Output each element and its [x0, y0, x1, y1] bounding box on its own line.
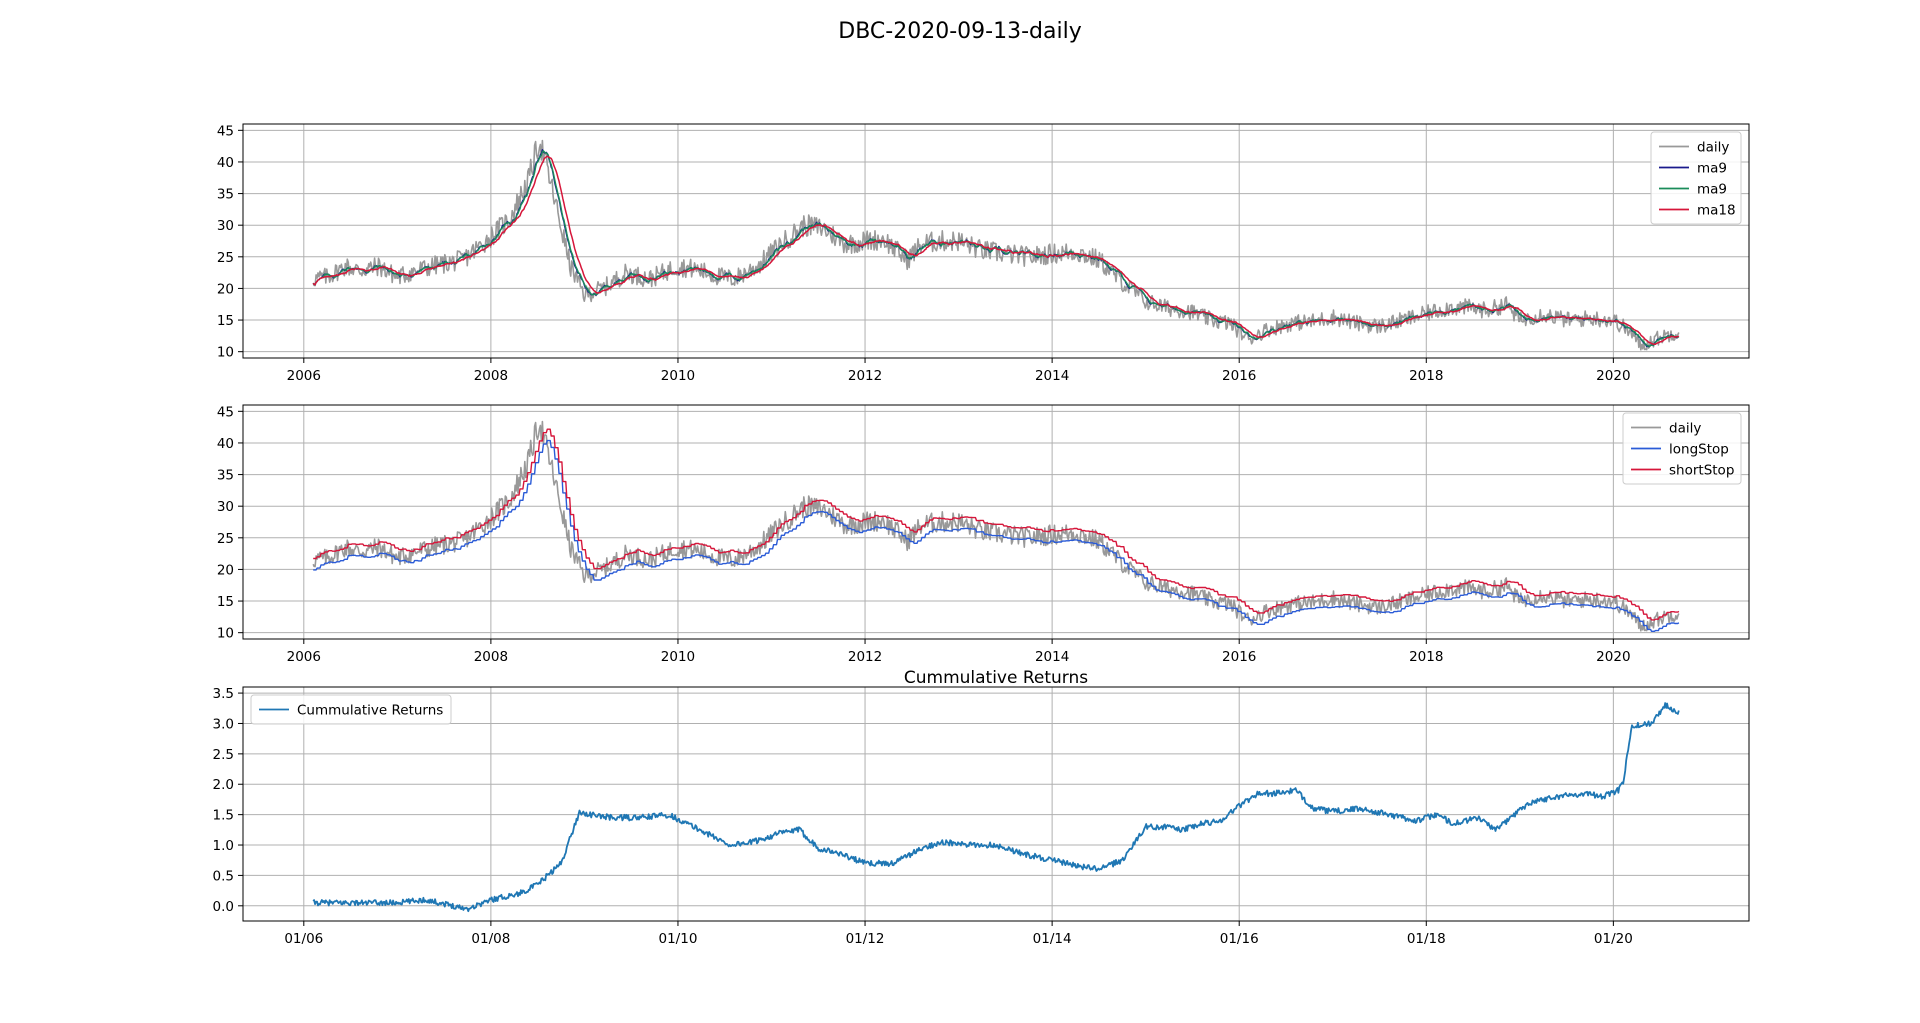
- y-tick-label: 45: [217, 404, 234, 420]
- legend: Cummulative Returns: [250, 694, 452, 725]
- y-tick-label: 45: [217, 123, 234, 139]
- legend-box: [1622, 412, 1742, 485]
- x-tick-label: 01/14: [1033, 931, 1072, 947]
- y-tick-label: 40: [217, 436, 234, 452]
- axes-frame: [242, 123, 1750, 359]
- x-tick-label: 2008: [474, 368, 508, 384]
- legend-entry-label: ma18: [1697, 203, 1736, 219]
- y-tick-label: 2.0: [213, 777, 234, 793]
- y-tick-label: 2.5: [213, 747, 234, 763]
- subplot-title: Cummulative Returns: [904, 668, 1088, 688]
- y-tick-label: 0.5: [213, 868, 234, 884]
- x-tick-label: 2010: [661, 649, 695, 665]
- legend-entry-label: daily: [1669, 421, 1701, 437]
- series-line-daily: [312, 139, 1680, 351]
- plot-area: [312, 702, 1680, 913]
- y-tick-label: 25: [217, 531, 234, 547]
- x-tick-label: 2006: [287, 368, 321, 384]
- y-tick-label: 1.5: [213, 808, 234, 824]
- y-tick-label: 35: [217, 187, 234, 203]
- series-line-ma18: [312, 155, 1680, 345]
- axes-frame: [242, 686, 1750, 922]
- x-tick-label: 2014: [1035, 368, 1069, 384]
- x-tick-label: 2010: [661, 368, 695, 384]
- x-tick-label: 01/18: [1407, 931, 1446, 947]
- x-tick-label: 01/12: [846, 931, 885, 947]
- axes-frame: [242, 404, 1750, 640]
- y-tick-label: 30: [217, 218, 234, 234]
- x-tick-label: 01/08: [471, 931, 510, 947]
- y-tick-label: 0.0: [213, 899, 234, 915]
- x-tick-label: 2020: [1596, 368, 1630, 384]
- x-tick-label: 2016: [1222, 368, 1256, 384]
- chart-panel-price-moving-averages: 2006 2008 2010 2012 2014 2016 2018 2020 10 15 20 25…: [217, 123, 1750, 384]
- y-tick-label: 35: [217, 468, 234, 484]
- y-tick-label: 25: [217, 250, 234, 266]
- legend-entry-label: longStop: [1669, 442, 1729, 458]
- legend-entry-label: ma9: [1697, 182, 1727, 198]
- legend-entry-label: ma9: [1697, 161, 1727, 177]
- series-line-shortstop: [313, 428, 1680, 621]
- y-tick-label: 40: [217, 155, 234, 171]
- plot-area: [312, 420, 1680, 632]
- x-tick-label: 2014: [1035, 649, 1069, 665]
- x-tick-label: 01/16: [1220, 931, 1259, 947]
- x-tick-label: 2016: [1222, 649, 1256, 665]
- legend-entry-label: shortStop: [1669, 463, 1734, 479]
- x-tick-label: 2006: [287, 649, 321, 665]
- legend-entry-label: daily: [1697, 140, 1729, 156]
- x-tick-label: 01/10: [659, 931, 698, 947]
- x-tick-label: 2018: [1409, 649, 1443, 665]
- plot-area: [312, 139, 1680, 351]
- chart-panel-price-stops: 2006 2008 2010 2012 2014 2016 2018 2020 10 15 20 25…: [217, 404, 1750, 665]
- y-tick-label: 15: [217, 594, 234, 610]
- y-tick-label: 30: [217, 499, 234, 515]
- legend: daily ma9 ma9 ma18: [1650, 131, 1742, 225]
- series-line-ma9-alt: [312, 150, 1680, 348]
- legend-entry-label: Cummulative Returns: [297, 703, 443, 719]
- y-tick-label: 1.0: [213, 838, 234, 854]
- y-tick-label: 15: [217, 313, 234, 329]
- y-tick-label: 10: [217, 345, 234, 361]
- series-line-cumulative-returns: [312, 702, 1680, 913]
- y-tick-label: 3.0: [213, 716, 234, 732]
- x-tick-label: 2018: [1409, 368, 1443, 384]
- series-line-daily: [312, 420, 1680, 632]
- series-line-longstop: [313, 439, 1680, 632]
- legend: daily longStop shortStop: [1622, 412, 1742, 485]
- y-tick-label: 10: [217, 626, 234, 642]
- y-tick-label: 3.5: [213, 686, 234, 702]
- x-tick-label: 01/06: [284, 931, 323, 947]
- x-tick-label: 01/20: [1594, 931, 1633, 947]
- x-tick-label: 2012: [848, 368, 882, 384]
- legend-box: [250, 694, 452, 725]
- y-tick-label: 20: [217, 281, 234, 297]
- x-tick-label: 2020: [1596, 649, 1630, 665]
- y-tick-label: 20: [217, 562, 234, 578]
- x-tick-label: 2008: [474, 649, 508, 665]
- x-tick-label: 2012: [848, 649, 882, 665]
- legend-box: [1650, 131, 1742, 225]
- figure-title: DBC-2020-09-13-daily: [838, 19, 1081, 44]
- chart-panel-cumulative-returns: 01/06 01/08 01/10 01/12 01/14 01/16 01/18 01/20…: [213, 668, 1750, 947]
